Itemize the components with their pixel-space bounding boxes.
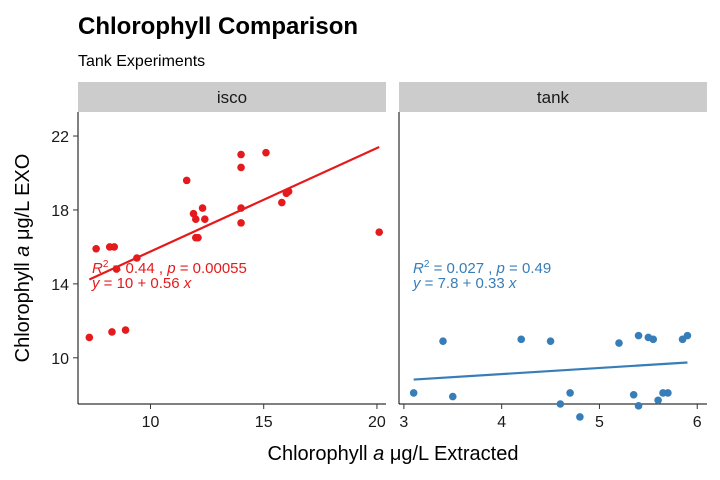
x-tick-label: 10 xyxy=(142,414,160,431)
data-point xyxy=(108,328,116,336)
data-point xyxy=(546,337,555,345)
data-point xyxy=(182,176,191,185)
data-point xyxy=(237,204,245,212)
data-point xyxy=(92,244,100,253)
data-point xyxy=(566,389,574,397)
data-point xyxy=(517,335,526,344)
data-point xyxy=(556,400,565,408)
data-point xyxy=(201,215,209,223)
data-point xyxy=(133,254,141,262)
strip-tank xyxy=(399,82,707,112)
x-axis-title: Chlorophyll a μg/L Extracted xyxy=(268,443,519,465)
data-point xyxy=(629,390,638,399)
data-point xyxy=(409,389,418,397)
x-tick-label: 4 xyxy=(497,414,506,431)
data-point xyxy=(121,326,130,334)
fit-line-tank xyxy=(413,361,688,381)
data-point xyxy=(85,333,94,342)
data-point xyxy=(649,335,658,344)
data-point xyxy=(278,198,286,207)
strip-label-isco: isco xyxy=(217,88,247,107)
x-tick-label: 5 xyxy=(595,414,604,431)
data-point xyxy=(634,402,643,410)
x-tick-label: 20 xyxy=(368,414,386,431)
y-axis: 10 14 18 22 xyxy=(51,129,78,368)
data-point xyxy=(576,413,584,421)
annotation-equation-isco: y = 10 + 0.56 x xyxy=(91,275,192,292)
data-point xyxy=(284,187,293,196)
chart-subtitle: Tank Experiments xyxy=(78,53,205,70)
data-point xyxy=(191,215,200,223)
data-point xyxy=(194,233,202,242)
data-point xyxy=(110,243,119,251)
data-point xyxy=(262,148,270,157)
data-point xyxy=(112,265,121,273)
x-tick-label: 6 xyxy=(693,414,702,431)
x-tick-label: 15 xyxy=(255,414,273,431)
annotation-equation-tank: y = 7.8 + 0.33 x xyxy=(412,275,517,292)
annotation-r2-tank: R2 = 0.027 , p = 0.49 xyxy=(413,259,551,277)
data-point xyxy=(683,331,692,340)
y-axis-title: Chlorophyll a μg/L EXO xyxy=(12,154,34,363)
data-point xyxy=(237,163,245,172)
y-tick-label: 10 xyxy=(51,351,69,368)
data-point xyxy=(439,337,447,345)
data-point xyxy=(237,219,245,227)
data-point xyxy=(375,228,384,236)
annotation-r2-isco: R2 = 0.44 , p = 0.00055 xyxy=(92,259,247,277)
data-point xyxy=(664,389,672,397)
data-point xyxy=(615,339,623,347)
strip-label-tank: tank xyxy=(537,88,570,107)
data-point xyxy=(634,331,643,340)
data-point xyxy=(198,204,207,212)
chart-title: Chlorophyll Comparison xyxy=(78,13,358,40)
data-point xyxy=(448,392,457,401)
panel-tank: tank 3 4 5 6 R2 = 0.027 , p = 0.49y = 7.8 + 0… xyxy=(398,82,707,431)
y-tick-label: 14 xyxy=(51,277,69,294)
data-point xyxy=(237,150,245,159)
strip-isco xyxy=(78,82,386,112)
x-tick-label: 3 xyxy=(399,414,408,431)
y-tick-label: 18 xyxy=(51,203,69,220)
data-point xyxy=(654,396,662,405)
y-tick-label: 22 xyxy=(51,129,69,146)
